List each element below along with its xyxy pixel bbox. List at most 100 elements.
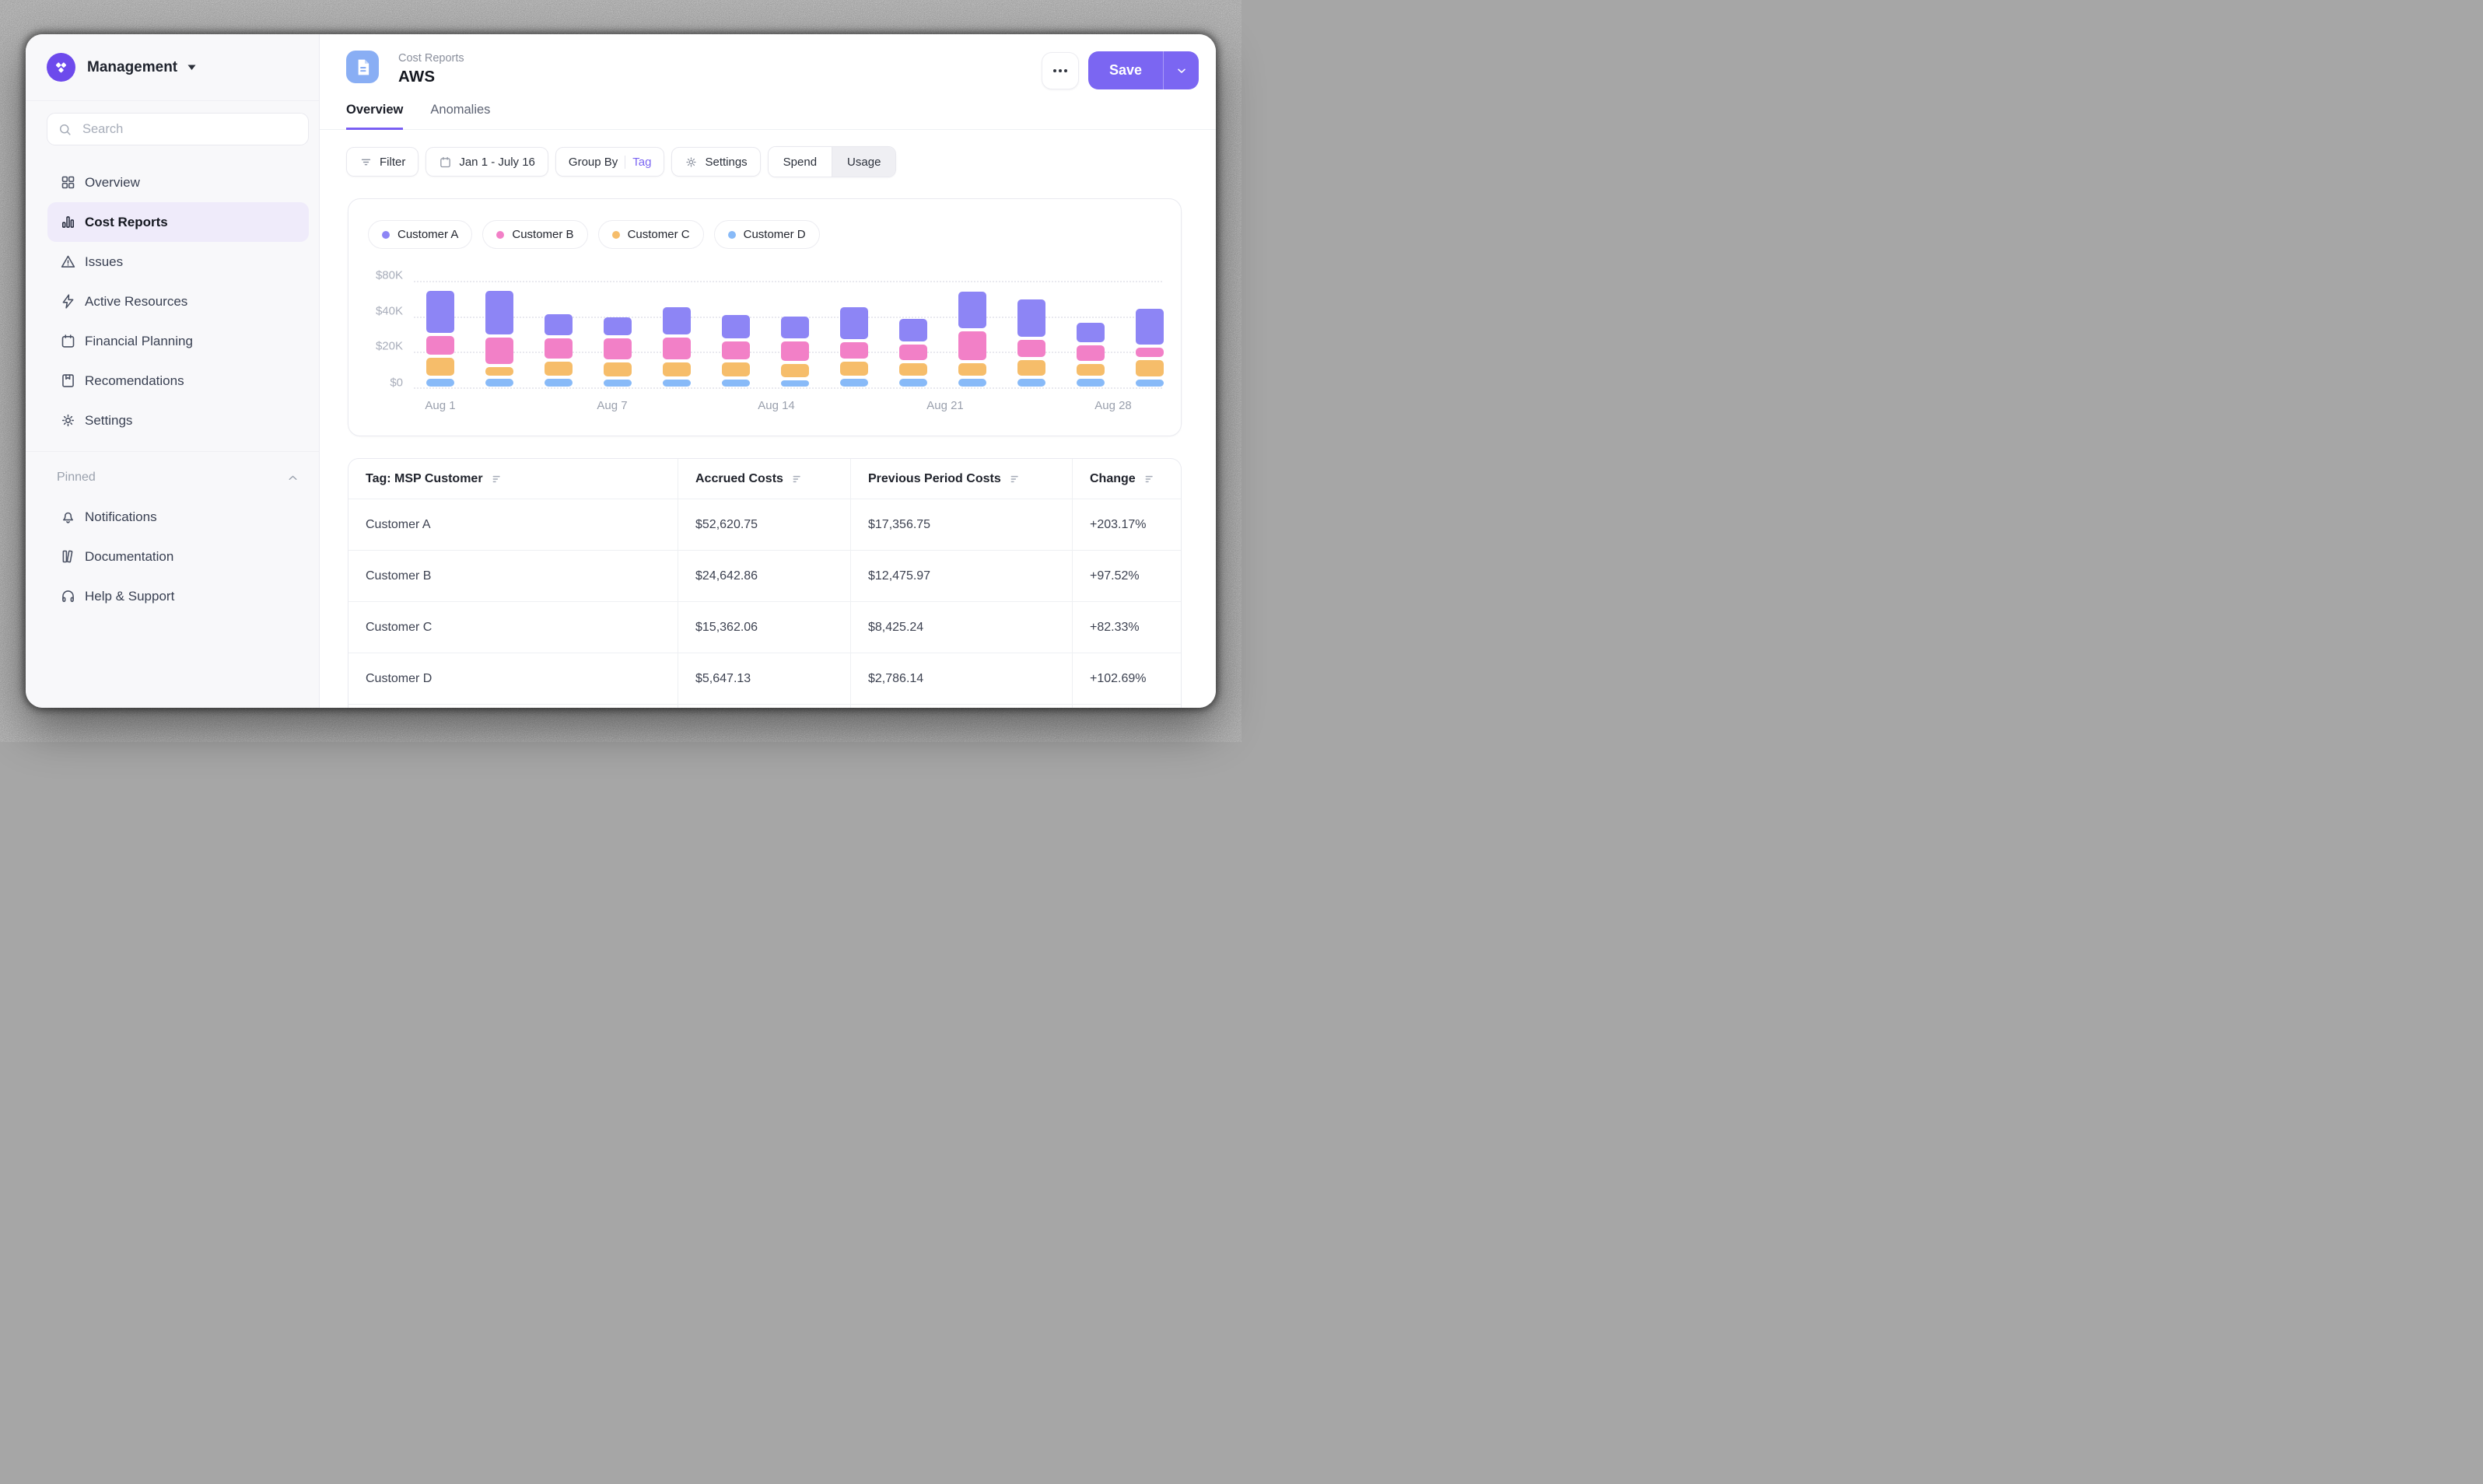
bar-segment-customer-b (663, 338, 691, 359)
sidebar-item-label: Overview (85, 174, 140, 190)
tab-overview[interactable]: Overview (346, 103, 404, 130)
sidebar-item-notifications[interactable]: Notifications (47, 497, 309, 537)
legend-pill-customer-c[interactable]: Customer C (597, 220, 704, 249)
ellipsis-icon (1052, 68, 1056, 72)
stacked-bar[interactable] (722, 315, 750, 387)
sidebar-nav: Overview Cost Reports Issues Active Resourc… (26, 152, 319, 440)
bar-segment-customer-d (899, 379, 927, 387)
sidebar-item-financial-planning[interactable]: Financial Planning (47, 321, 309, 361)
cost-table: Tag: MSP Customer Accrued Costs Previous… (348, 458, 1182, 708)
cell-accrued-costs: $15,362.06 (678, 602, 850, 653)
sidebar-item-issues[interactable]: Issues (47, 242, 309, 282)
settings-button[interactable]: Settings (671, 147, 761, 177)
book-icon (60, 548, 76, 565)
calendar-icon (439, 156, 452, 169)
stacked-bar[interactable] (899, 319, 927, 387)
y-axis-tick: $20K (375, 339, 403, 353)
search-input-wrapper (47, 113, 309, 145)
y-axis-tick: $40K (375, 304, 403, 318)
workspace-switcher[interactable]: Management (26, 34, 319, 101)
stacked-bar[interactable] (1077, 323, 1105, 387)
stacked-bar[interactable] (781, 316, 809, 387)
save-split-button: Save (1087, 51, 1199, 89)
bar-segment-customer-a (663, 306, 691, 335)
bar-segment-customer-c (485, 367, 513, 376)
save-dropdown-button[interactable] (1164, 51, 1199, 89)
cell-previous-costs: $8,425.24 (850, 602, 1072, 653)
chevron-up-icon[interactable] (286, 471, 299, 485)
sidebar-item-recomendations[interactable]: Recomendations (47, 361, 309, 401)
bar-segment-customer-c (604, 362, 632, 376)
sidebar-item-cost-reports[interactable]: Cost Reports (47, 202, 309, 242)
headphones-icon (60, 588, 76, 604)
gridline (414, 387, 1162, 389)
bar-segment-customer-a (958, 292, 986, 328)
bar-segment-customer-b (899, 345, 927, 361)
save-button-divider (1163, 51, 1164, 89)
chevron-down-icon (1177, 68, 1185, 73)
legend-dot-icon (496, 230, 505, 239)
sidebar-item-active-resources[interactable]: Active Resources (47, 282, 309, 321)
date-range-button[interactable]: Jan 1 - July 16 (426, 147, 548, 177)
stacked-bar[interactable] (840, 306, 868, 387)
app-window: Management Overview Cost Reports Issues Act… (26, 34, 1216, 708)
bar-segment-customer-d (604, 379, 632, 387)
cell-change: +97.52% (1072, 551, 1181, 601)
bell-icon (60, 509, 76, 525)
column-header-accrued[interactable]: Accrued Costs (678, 459, 850, 499)
stacked-bar[interactable] (426, 290, 454, 387)
tab-bar: Overview Anomalies (320, 103, 1216, 130)
sidebar-item-overview[interactable]: Overview (47, 163, 309, 202)
bar-segment-customer-a (1077, 323, 1105, 342)
stacked-bar[interactable] (663, 306, 691, 387)
bar-segment-customer-a (781, 316, 809, 338)
bar-segment-customer-b (958, 331, 986, 361)
table-body: Customer A $52,620.75 $17,356.75 +203.17% Cu… (348, 499, 1181, 704)
column-header-change[interactable]: Change (1072, 459, 1181, 499)
stacked-bar[interactable] (485, 290, 513, 387)
sidebar-item-label: Cost Reports (85, 214, 168, 229)
tab-anomalies[interactable]: Anomalies (430, 103, 491, 117)
bar-segment-customer-a (604, 317, 632, 335)
cell-change: +102.69% (1072, 653, 1181, 704)
search-input[interactable] (81, 121, 298, 138)
legend-dot-icon (382, 230, 390, 239)
x-axis-tick: Aug 28 (1094, 399, 1132, 412)
legend-pill-customer-d[interactable]: Customer D (713, 220, 820, 249)
cell-previous-costs: $12,475.97 (850, 551, 1072, 601)
cell-change: +82.33% (1072, 602, 1181, 653)
pinned-section: Pinned Notifications Documentation Help & … (26, 451, 319, 616)
save-button[interactable]: Save (1108, 62, 1142, 78)
sidebar-item-help-support[interactable]: Help & Support (47, 576, 309, 616)
table-row: Customer A $52,620.75 $17,356.75 +203.17% (348, 499, 1181, 550)
legend-pill-customer-b[interactable]: Customer B (482, 220, 588, 249)
stacked-bar[interactable] (958, 292, 986, 387)
pinned-section-label: Pinned (57, 471, 96, 484)
chart-legend: Customer A Customer B Customer C Custome… (368, 220, 820, 249)
bar-segment-customer-c (840, 361, 868, 376)
stacked-bar[interactable] (545, 313, 573, 387)
sort-icon (1009, 473, 1021, 485)
column-header-previous[interactable]: Previous Period Costs (850, 459, 1072, 499)
filter-button[interactable]: Filter (346, 147, 419, 177)
group-by-button[interactable]: Group By Tag (555, 147, 665, 177)
more-options-button[interactable] (1041, 51, 1079, 89)
sidebar-item-label: Settings (85, 412, 133, 428)
page-header: Cost Reports AWS Save (320, 34, 1216, 89)
stacked-bar[interactable] (1136, 308, 1164, 387)
sidebar-item-documentation[interactable]: Documentation (47, 537, 309, 576)
bar-segment-customer-c (722, 362, 750, 376)
bar-segment-customer-d (1017, 379, 1045, 387)
toggle-option-usage[interactable]: Usage (832, 147, 896, 177)
legend-pill-customer-a[interactable]: Customer A (368, 220, 473, 249)
sort-icon (791, 473, 804, 485)
column-header-tag[interactable]: Tag: MSP Customer (348, 459, 678, 499)
stacked-bar[interactable] (1017, 299, 1045, 387)
bar-segment-customer-c (899, 363, 927, 376)
cell-customer: Customer D (366, 671, 433, 685)
toggle-option-spend[interactable]: Spend (768, 147, 832, 177)
stacked-bar[interactable] (604, 317, 632, 387)
bar-segment-customer-c (1136, 360, 1164, 376)
bar-segment-customer-d (781, 380, 809, 387)
sidebar-item-settings[interactable]: Settings (47, 401, 309, 440)
